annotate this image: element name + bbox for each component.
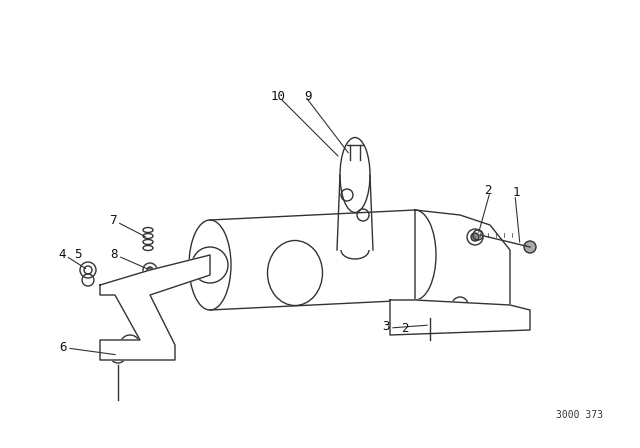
Text: 3000 373: 3000 373 [557,410,604,420]
Text: 9: 9 [304,90,312,103]
Polygon shape [100,255,210,360]
Text: 10: 10 [271,90,285,103]
Polygon shape [390,300,530,335]
Text: 2: 2 [401,322,409,335]
Text: 1: 1 [512,185,520,198]
Circle shape [427,315,433,321]
Circle shape [524,241,536,253]
Text: 2: 2 [484,184,492,197]
Text: 8: 8 [110,247,118,260]
Circle shape [471,233,479,241]
Text: 5: 5 [74,247,82,260]
Text: 3: 3 [382,319,390,332]
Text: 4: 4 [58,247,66,260]
Text: 7: 7 [109,214,116,227]
Circle shape [147,267,153,273]
Text: 6: 6 [60,340,67,353]
